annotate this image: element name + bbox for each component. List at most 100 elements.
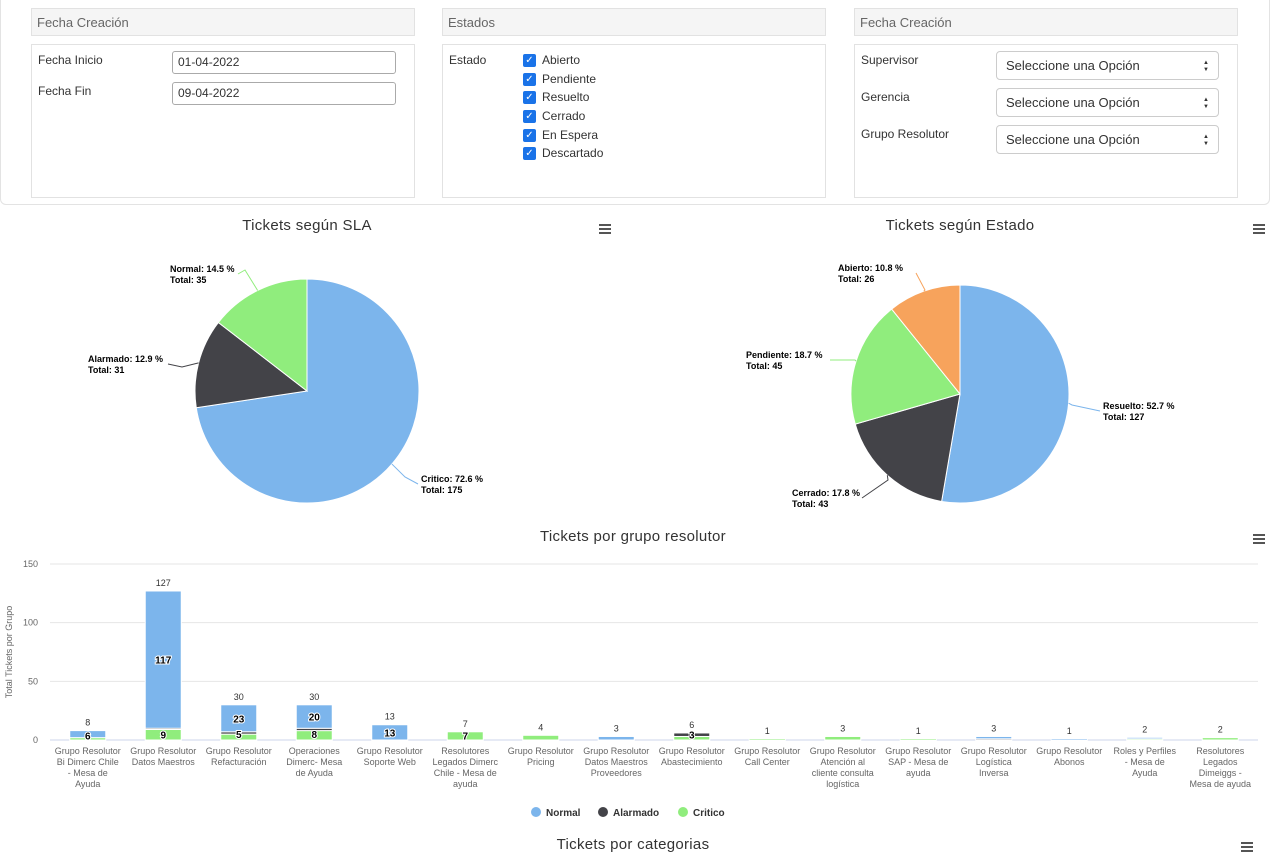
estado-chart-title: Tickets según Estado	[885, 217, 1035, 234]
estado-option-label: Cerrado	[542, 109, 586, 123]
bar-segment-critico	[824, 735, 862, 741]
checkbox-checked-icon[interactable]: ✓	[523, 73, 536, 86]
bar-inside-label: 3	[689, 731, 695, 742]
estado-option-label: Descartado	[542, 146, 604, 160]
bar-segment-normal	[220, 704, 258, 733]
bar-total-label: 6	[689, 720, 694, 730]
bar-segment-normal	[144, 590, 182, 729]
sla-chart-title: Tickets según SLA	[242, 217, 372, 234]
gerencia-select[interactable]: Seleccione una Opción ▲ ▼	[996, 88, 1219, 117]
bar-inside-label: 9	[160, 731, 166, 742]
pie-data-label: Pendiente: 18.7 %	[746, 350, 823, 360]
bar-segment-normal	[1126, 736, 1164, 740]
bar-total-label: 7	[463, 719, 468, 729]
y-tick-label: 0	[33, 735, 38, 745]
fecha-filter-body: Fecha Inicio 01-04-2022 Fecha Fin 09-04-…	[31, 44, 415, 198]
x-category-label: Grupo Resolutor Logística Inversa	[961, 746, 1027, 778]
bar-segment-normal	[975, 735, 1013, 740]
bar-total-label: 3	[991, 723, 996, 733]
x-category-label: Grupo Resolutor Datos Maestros Proveedores	[583, 746, 649, 778]
filter-panel: Fecha Creación Fecha Inicio 01-04-2022 F…	[0, 0, 1270, 205]
bar-inside-label: 23	[233, 714, 245, 725]
x-category-label: Grupo Resolutor Pricing	[508, 746, 574, 767]
x-category-label: Grupo Resolutor Atención al cliente consul…	[810, 746, 876, 789]
legend-marker-normal	[531, 807, 541, 817]
x-category-label: Resolutores Legados Dimerc Chile - Mesa de…	[432, 746, 498, 789]
x-category-label: Grupo Resolutor Refacturación	[206, 746, 272, 767]
bar-segment-normal	[295, 704, 333, 729]
fecha-filter-group: Fecha Creación Fecha Inicio 01-04-2022 F…	[31, 8, 415, 198]
bar-segment-critico	[1201, 737, 1239, 741]
select-caret-icon: ▲ ▼	[1203, 60, 1209, 73]
pie-data-label: Abierto: 10.8 %	[838, 263, 903, 273]
bar-total-label: 2	[1142, 725, 1147, 735]
pie-data-label: Normal: 14.5 %	[170, 264, 235, 274]
fecha-fin-input[interactable]: 09-04-2022	[172, 82, 396, 105]
bar-segment-normal	[1050, 738, 1088, 741]
pie-data-total: Total: 127	[1103, 412, 1144, 422]
supervisor-select-value: Seleccione una Opción	[1006, 58, 1140, 73]
supervisor-label: Supervisor	[861, 53, 919, 67]
estados-filter-group: Estados Estado ✓ Abierto ✓ Pendiente ✓ Resu…	[442, 8, 826, 198]
checkbox-checked-icon[interactable]: ✓	[523, 91, 536, 104]
x-category-label: Roles y Perfiles - Mesa de Ayuda	[1113, 746, 1176, 778]
x-category-label: Grupo Resolutor Datos Maestros	[130, 746, 196, 767]
pie-data-total: Total: 45	[746, 361, 782, 371]
pie-data-total: Total: 26	[838, 274, 874, 284]
sla-chart-menu-icon[interactable]	[599, 224, 611, 234]
grupos-filter-header: Fecha Creación	[854, 8, 1238, 36]
bar-segment-normal	[69, 730, 107, 739]
grupo-chart-menu-icon[interactable]	[1253, 534, 1265, 544]
bar-inside-label: 5	[236, 730, 242, 741]
estado-option-label: Pendiente	[542, 72, 597, 86]
pie-slice-cerrado	[854, 393, 961, 503]
bar-inside-label: 117	[155, 656, 172, 667]
legend-marker-alarmado	[598, 807, 608, 817]
supervisor-select[interactable]: Seleccione una Opción ▲ ▼	[996, 51, 1219, 80]
bar-segment-critico	[899, 738, 937, 741]
grupo-bar-chart: 0 50 100 150 Total Tickets por Grupo 8 Grupo R…	[4, 559, 1258, 819]
y-tick-label: 150	[23, 559, 38, 569]
bar-segment-critico	[446, 731, 484, 741]
x-category-label: Grupo Resolutor Abonos	[1036, 746, 1102, 767]
bar-total-label: 2	[1218, 725, 1223, 735]
pie-slice-abierto	[890, 284, 961, 396]
pie-connector	[237, 269, 259, 291]
categorias-chart-menu-icon[interactable]	[1241, 842, 1253, 852]
grupo-resolutor-select[interactable]: Seleccione una Opción ▲ ▼	[996, 125, 1219, 154]
fecha-fin-label: Fecha Fin	[38, 84, 92, 98]
pie-connector	[915, 272, 926, 292]
bar-inside-label: 20	[309, 713, 321, 724]
bar-total-label: 8	[85, 718, 90, 728]
bar-segment-critico	[748, 738, 786, 741]
estados-filter-body: Estado ✓ Abierto ✓ Pendiente ✓ Resuelto ✓ Ce…	[442, 44, 826, 198]
pie-data-total: Total: 31	[88, 365, 124, 375]
pie-connector	[830, 359, 857, 362]
bar-total-label: 3	[614, 723, 619, 733]
pie-data-total: Total: 43	[792, 499, 828, 509]
grupo-resolutor-select-value: Seleccione una Opción	[1006, 132, 1140, 147]
bar-total-label: 3	[840, 723, 845, 733]
legend-item-alarmado: Alarmado	[613, 808, 659, 819]
x-category-label: Operaciones Dimerc- Mesa de Ayuda	[286, 746, 342, 778]
pie-connector	[1068, 402, 1101, 412]
estado-chart-menu-icon[interactable]	[1253, 224, 1265, 234]
fecha-inicio-input[interactable]: 01-04-2022	[172, 51, 396, 74]
bar-total-label: 127	[156, 578, 171, 588]
y-axis-title: Total Tickets por Grupo	[4, 606, 14, 699]
bar-total-label: 13	[385, 712, 395, 722]
bar-total-label: 1	[916, 726, 921, 736]
legend-item-normal: Normal	[546, 808, 581, 819]
estado-option-label: Resuelto	[542, 90, 590, 104]
checkbox-checked-icon[interactable]: ✓	[523, 54, 536, 67]
checkbox-checked-icon[interactable]: ✓	[523, 147, 536, 160]
bar-inside-label: 13	[384, 728, 396, 739]
pie-data-label: Resuelto: 52.7 %	[1103, 401, 1175, 411]
bar-inside-label: 6	[85, 731, 91, 742]
x-category-label: Grupo Resolutor Soporte Web	[357, 746, 423, 767]
checkbox-checked-icon[interactable]: ✓	[523, 110, 536, 123]
grupo-chart-title: Tickets por grupo resolutor	[540, 528, 726, 545]
categorias-chart-title: Tickets por categorias	[556, 836, 710, 853]
grupos-filter-group: Fecha Creación Supervisor Seleccione una…	[854, 8, 1238, 198]
checkbox-checked-icon[interactable]: ✓	[523, 129, 536, 142]
